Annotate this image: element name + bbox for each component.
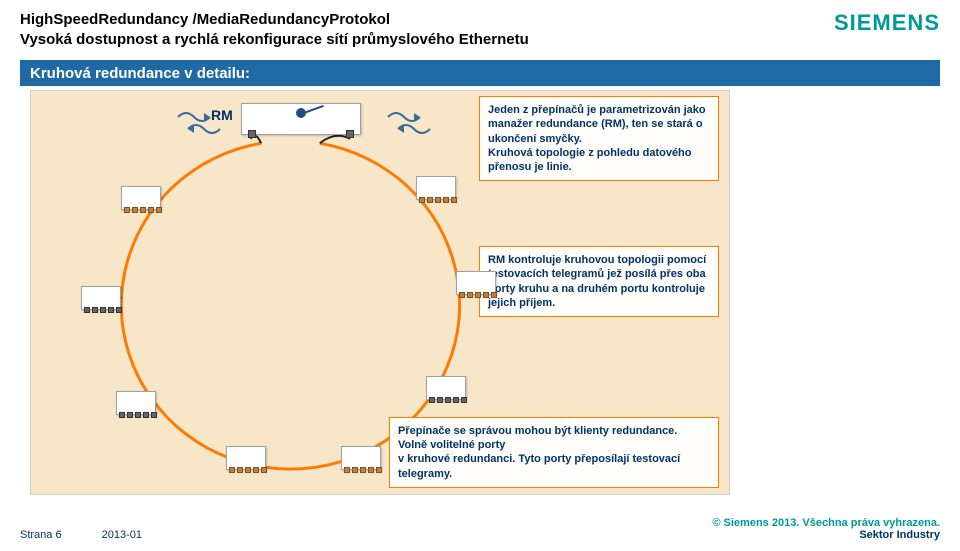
title-line-1: HighSpeedRedundancy /MediaRedundancyProt… [20, 10, 940, 30]
switch-port [368, 467, 374, 473]
switch-port [245, 467, 251, 473]
switch-port [451, 197, 457, 203]
switch-port [483, 292, 489, 298]
switch-port [360, 467, 366, 473]
switch-port [108, 307, 114, 313]
rm-port-left [248, 130, 256, 138]
switch-port [344, 467, 350, 473]
section-bar: Kruhová redundance v detailu: [20, 60, 940, 86]
ring-switch [341, 446, 381, 470]
switch-port [461, 397, 467, 403]
switch-port [156, 207, 162, 213]
ring-switch [456, 271, 496, 295]
header: HighSpeedRedundancy /MediaRedundancyProt… [20, 10, 940, 51]
callout-clients: Přepínače se správou mohou být klienty r… [389, 417, 719, 488]
footer: Strana 6 2013-01 © Siemens 2013. Všechna… [20, 517, 940, 541]
callout-text: RM kontroluje kruhovou topologii pomocí … [488, 253, 710, 310]
ring-switch [121, 186, 161, 210]
ring-switch [416, 176, 456, 200]
switch-port [135, 412, 141, 418]
footer-left: Strana 6 2013-01 [20, 529, 142, 541]
ring-diagram: RM Jeden z přepínačů je parametrizován j… [30, 90, 730, 495]
switch-port [151, 412, 157, 418]
callout-text: v kruhové redundanci. Tyto porty přeposí… [398, 452, 710, 481]
switch-port [435, 197, 441, 203]
switch-port [253, 467, 259, 473]
section-bar-text: Kruhová redundance v detailu: [30, 65, 250, 82]
switch-port [437, 397, 443, 403]
switch-port [419, 197, 425, 203]
switch-port [140, 207, 146, 213]
ring-switch [226, 446, 266, 470]
switch-port [132, 207, 138, 213]
switch-port [427, 197, 433, 203]
switch-port [445, 397, 451, 403]
telegram-waves-icon [386, 109, 432, 137]
footer-sector: Sektor Industry [712, 529, 940, 541]
switch-port [459, 292, 465, 298]
rm-switch [241, 103, 361, 135]
switch-port [453, 397, 459, 403]
switch-port [100, 307, 106, 313]
callout-rm-def: Jeden z přepínačů je parametrizován jako… [479, 96, 719, 181]
switch-port [124, 207, 130, 213]
switch-port [84, 307, 90, 313]
switch-port [127, 412, 133, 418]
switch-port [116, 307, 122, 313]
footer-date: 2013-01 [102, 529, 142, 541]
callout-text: Přepínače se správou mohou být klienty r… [398, 424, 710, 438]
switch-port [92, 307, 98, 313]
footer-page: Strana 6 [20, 529, 62, 541]
callout-text: Jeden z přepínačů je parametrizován jako… [488, 103, 710, 146]
switch-port [475, 292, 481, 298]
switch-port [443, 197, 449, 203]
ring-switch [116, 391, 156, 415]
callout-rm-test: RM kontroluje kruhovou topologii pomocí … [479, 246, 719, 317]
switch-port [467, 292, 473, 298]
switch-port [119, 412, 125, 418]
ring-switch [81, 286, 121, 310]
switch-port [376, 467, 382, 473]
telegram-waves-icon [176, 109, 222, 137]
callout-text: Kruhová topologie z pohledu datového pře… [488, 146, 710, 175]
siemens-logo: SIEMENS [834, 10, 940, 36]
switch-port [237, 467, 243, 473]
ring-switch [426, 376, 466, 400]
rm-port-right [346, 130, 354, 138]
switch-port [148, 207, 154, 213]
switch-port [429, 397, 435, 403]
footer-right: © Siemens 2013. Všechna práva vyhrazena.… [712, 517, 940, 541]
switch-port [491, 292, 497, 298]
switch-port [229, 467, 235, 473]
callout-text: Volně volitelné porty [398, 438, 710, 452]
switch-port [261, 467, 267, 473]
footer-copyright: © Siemens 2013. Všechna práva vyhrazena. [712, 517, 940, 529]
title-line-2: Vysoká dostupnost a rychlá rekonfigurace… [20, 30, 940, 50]
slide: HighSpeedRedundancy /MediaRedundancyProt… [0, 0, 960, 551]
title-block: HighSpeedRedundancy /MediaRedundancyProt… [20, 10, 940, 51]
switch-port [143, 412, 149, 418]
switch-port [352, 467, 358, 473]
